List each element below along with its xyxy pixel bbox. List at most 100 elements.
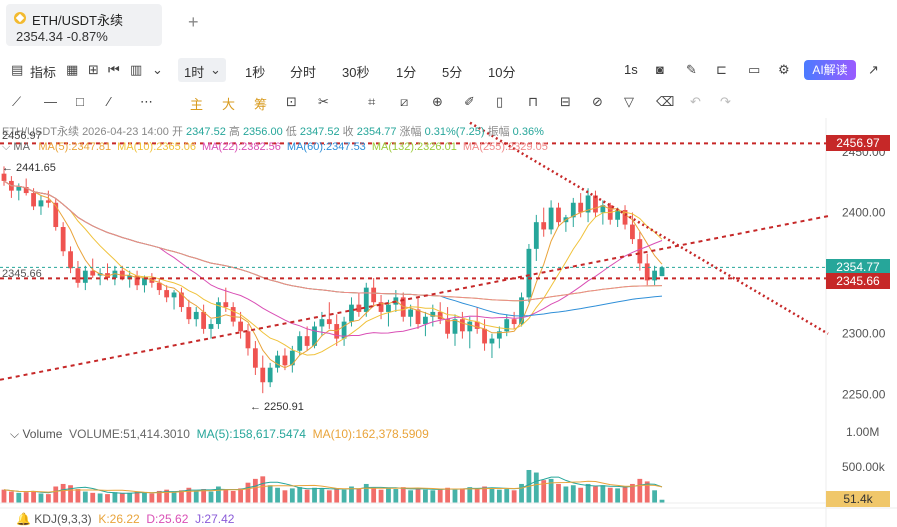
volume-axis-max: 1.00M xyxy=(846,425,880,439)
add-tab-button[interactable]: + xyxy=(188,12,199,32)
pattern-icon[interactable]: ⊡ xyxy=(286,94,297,109)
rewind-icon[interactable]: ⏮ xyxy=(108,62,120,77)
comment-icon[interactable]: ⌗ xyxy=(368,94,376,109)
candle-body xyxy=(341,321,347,339)
volume-bar xyxy=(193,490,199,503)
volume-bar xyxy=(179,490,184,503)
measure-icon[interactable]: ✂ xyxy=(318,94,329,109)
grid-icon[interactable]: ⊞ xyxy=(88,62,99,77)
ohlc-low: 2347.52 xyxy=(299,126,340,138)
ai-analysis-button[interactable]: AI解读 xyxy=(804,60,856,80)
main-force-button[interactable]: 主 xyxy=(190,97,204,112)
eth-coin-icon xyxy=(14,12,26,24)
undo-icon[interactable]: ↶ xyxy=(690,94,701,109)
magnet-icon[interactable]: ⊘ xyxy=(592,94,603,109)
candle-body xyxy=(53,202,59,228)
note-icon[interactable]: ⊏ xyxy=(716,62,727,77)
interval-1m[interactable]: 1分 xyxy=(396,65,417,80)
ohlc-close-label: 收 xyxy=(342,126,354,138)
volume-bar xyxy=(16,492,22,503)
candle-body xyxy=(193,311,199,320)
candle-body xyxy=(260,367,266,383)
candle-body xyxy=(423,316,428,325)
candle-body xyxy=(585,195,591,213)
candle-body xyxy=(570,202,576,218)
chevron-down-icon[interactable]: ⌄ xyxy=(152,62,163,77)
ruler-icon[interactable]: ⧄ xyxy=(400,94,409,109)
settings-icon[interactable]: ⚙ xyxy=(778,62,790,77)
share-icon[interactable]: ↗ xyxy=(868,62,879,77)
volume-bar xyxy=(585,483,591,503)
interval-30s[interactable]: 30秒 xyxy=(342,65,370,80)
redo-icon[interactable]: ↷ xyxy=(720,94,731,109)
volume-ma-line xyxy=(3,476,663,494)
candle-body xyxy=(593,195,598,213)
symbol-tab[interactable]: ETH/USDT永续 2354.34 -0.87% xyxy=(6,4,162,46)
horizontal-line-icon[interactable]: — xyxy=(44,94,57,109)
volume-bar xyxy=(452,489,458,503)
volume-bar xyxy=(304,489,310,503)
volume-bar xyxy=(38,493,44,503)
bell-icon[interactable]: 🔔 xyxy=(16,512,31,526)
interval-selected[interactable] xyxy=(178,58,226,82)
bars-icon[interactable]: ▯ xyxy=(496,94,504,109)
volume-bar xyxy=(511,490,517,503)
volume-bar xyxy=(156,490,162,503)
candle-body xyxy=(556,207,561,223)
brush-icon[interactable]: ∕ xyxy=(108,94,111,109)
filter-icon[interactable]: ▽ xyxy=(624,94,634,109)
rectangle-icon[interactable]: □ xyxy=(76,94,84,109)
volume-bar xyxy=(186,487,192,503)
volume-bar xyxy=(164,489,170,503)
volume-bar xyxy=(45,494,51,503)
indicators-button[interactable]: 指标 xyxy=(30,65,57,80)
zoom-icon[interactable]: ⊕ xyxy=(432,94,443,109)
template-icon[interactable]: ⊟ xyxy=(560,94,571,109)
y-tick-label: 2300.00 xyxy=(842,327,886,341)
layout-icon[interactable]: ▦ xyxy=(66,62,79,77)
pen-icon[interactable]: ✎ xyxy=(686,62,697,77)
chevron-down-icon[interactable]: ⌄ xyxy=(210,62,221,77)
indicator-icon[interactable]: ▤ xyxy=(11,62,24,77)
candle-body xyxy=(230,307,236,322)
volume-bar xyxy=(630,483,635,503)
volume-legend: ⌵ Volume VOLUME:51,414.3010 MA(5):158,61… xyxy=(10,427,429,442)
interval-1s[interactable]: 1秒 xyxy=(245,65,266,80)
chip-button[interactable]: 筹 xyxy=(254,97,268,112)
paint-icon[interactable]: ✐ xyxy=(464,94,475,109)
volume-toggle-icon[interactable]: ⌵ xyxy=(10,427,20,441)
candle-body xyxy=(445,319,450,334)
camera-icon[interactable]: ◙ xyxy=(656,62,664,77)
toolbar: ▤ 指标 ▦ ⊞ ⏮ ▥ ⌄ 1时 ⌄ 1秒 分时 30秒 1分 5分 10分 … xyxy=(0,58,897,84)
interval-selected-label[interactable]: 1时 xyxy=(184,65,205,80)
volume-prefix: Volume xyxy=(22,427,63,441)
interval-10m[interactable]: 10分 xyxy=(488,65,516,80)
volume-bar xyxy=(445,487,450,503)
interval-5m[interactable]: 5分 xyxy=(442,65,463,80)
kdj-j: J:27.42 xyxy=(195,512,235,526)
volume-bar xyxy=(267,485,273,503)
volume-current-tag: 51.4k xyxy=(826,491,890,507)
bar-chart-icon[interactable]: ▥ xyxy=(130,62,143,77)
volume-bar xyxy=(53,486,59,503)
trend-line-icon[interactable]: ⟋ xyxy=(12,94,22,109)
volume-bar xyxy=(171,491,177,503)
volume-bar xyxy=(474,489,480,503)
more-icon[interactable]: ⋯ xyxy=(140,94,153,109)
volume-bar xyxy=(482,486,487,503)
window-icon[interactable]: ▭ xyxy=(748,62,761,77)
trash-icon[interactable]: ⌫ xyxy=(656,94,675,109)
large-order-button[interactable]: 大 xyxy=(222,97,236,112)
candle-body xyxy=(349,304,354,322)
candle-body xyxy=(489,338,495,344)
ohlc-amp: 0.36% xyxy=(512,126,544,138)
volume-bar xyxy=(260,476,266,503)
ohlc-low-label: 低 xyxy=(285,126,297,138)
interval-timeshare[interactable]: 分时 xyxy=(290,65,317,80)
ma-legend-icon[interactable]: ⌵ xyxy=(2,141,11,153)
candle-body xyxy=(208,324,214,329)
lock-icon[interactable]: ⊓ xyxy=(528,94,539,109)
volume-bar xyxy=(652,490,658,503)
interval-right-1s[interactable]: 1s xyxy=(624,62,638,77)
